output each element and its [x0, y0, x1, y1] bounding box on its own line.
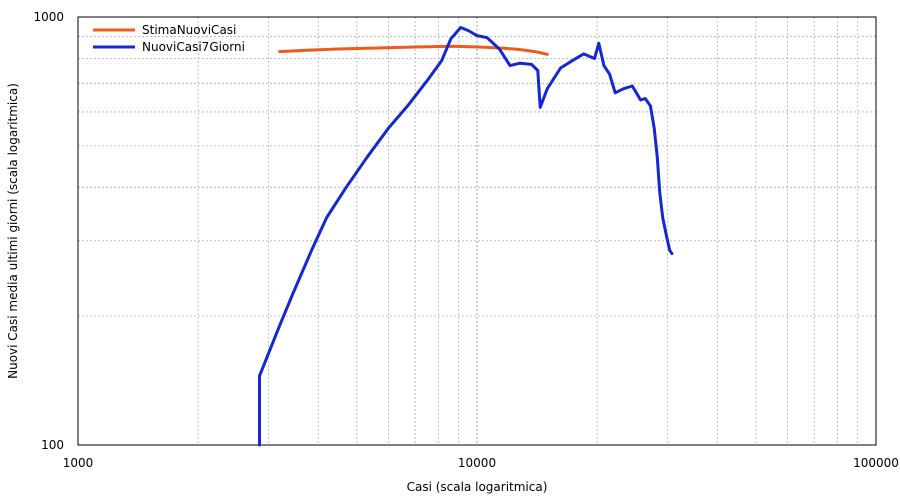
series-group — [258, 26, 674, 447]
y-tick-label: 1000 — [33, 10, 64, 24]
y-tick-label: 100 — [41, 438, 64, 452]
x-tick-label: 100000 — [853, 456, 899, 470]
x-tick-label: 1000 — [63, 456, 94, 470]
legend-label-stima: StimaNuoviCasi — [142, 23, 236, 37]
tick-labels: 1000 10000 100000 100 1000 — [33, 10, 898, 470]
plot-frame — [77, 16, 877, 446]
y-axis-title: Nuovi Casi media ultimi giorni (scala lo… — [6, 83, 20, 379]
legend: StimaNuoviCasi NuoviCasi7Giorni — [93, 23, 245, 54]
x-axis-title: Casi (scala logaritmica) — [407, 480, 548, 494]
legend-label-nuovi: NuoviCasi7Giorni — [142, 40, 245, 54]
series-line-NuoviCasi7Giorni — [258, 26, 674, 447]
x-tick-label: 10000 — [458, 456, 496, 470]
series-line-StimaNuoviCasi — [278, 44, 549, 56]
grid — [78, 17, 876, 445]
